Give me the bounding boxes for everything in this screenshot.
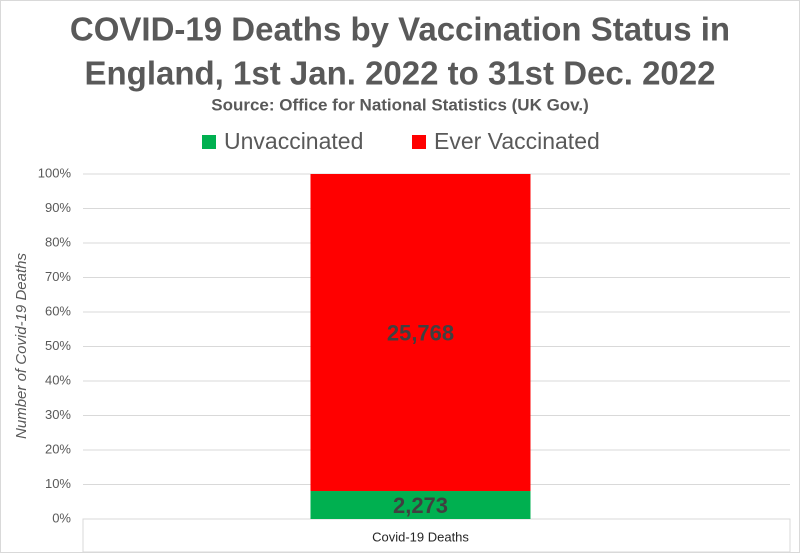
bar-segment	[310, 174, 531, 492]
y-tick-label: 40%	[45, 372, 71, 387]
y-tick-label: 70%	[45, 269, 71, 284]
y-axis-label: Number of Covid-19 Deaths	[13, 253, 30, 439]
chart-subtitle: Source: Office for National Statistics (…	[211, 95, 589, 114]
y-tick-label: 20%	[45, 441, 71, 456]
y-tick-label: 80%	[45, 234, 71, 249]
y-tick-label: 60%	[45, 303, 71, 318]
legend-label: Ever Vaccinated	[434, 128, 600, 154]
data-label: 25,768	[387, 320, 454, 345]
x-tick-label: Covid-19 Deaths	[372, 529, 469, 544]
legend-swatch	[202, 135, 216, 149]
y-tick-label: 10%	[45, 476, 71, 491]
y-tick-label: 100%	[38, 165, 72, 180]
y-tick-label: 0%	[52, 510, 71, 525]
y-tick-label: 50%	[45, 338, 71, 353]
legend-label: Unvaccinated	[224, 128, 363, 154]
y-tick-label: 30%	[45, 407, 71, 422]
data-label: 2,273	[393, 493, 448, 518]
chart-title: COVID-19 Deaths by Vaccination Status in	[70, 11, 730, 48]
y-tick-label: 90%	[45, 200, 71, 215]
chart-title: England, 1st Jan. 2022 to 31st Dec. 2022	[85, 55, 716, 92]
legend-swatch	[412, 135, 426, 149]
bar-segment	[310, 491, 531, 519]
